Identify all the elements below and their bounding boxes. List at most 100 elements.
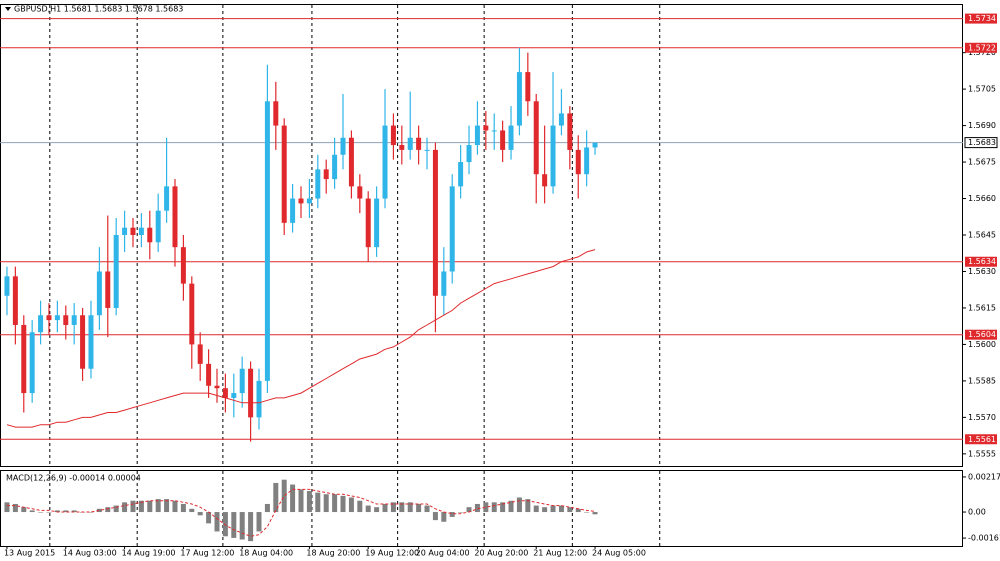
x-tick-label: 20 Aug 20:00 (474, 549, 528, 558)
macd-bar (214, 512, 220, 532)
macd-bar (164, 499, 170, 513)
candle-body (273, 101, 279, 126)
x-tick-label: 13 Aug 2015 (4, 549, 55, 558)
y-tick-label: 1.5660 (968, 194, 996, 203)
candle-body (550, 125, 556, 187)
candle-body (147, 227, 153, 243)
candle-body (155, 210, 161, 243)
y-tick-label: 1.5690 (968, 121, 996, 130)
candle-body (54, 315, 60, 321)
symbol-title: GBPUSD,H1 1.5681 1.5683 1.5678 1.5683 (14, 5, 183, 14)
candle-body (424, 149, 430, 151)
candle-body (206, 363, 212, 386)
macd-bar (357, 500, 363, 513)
candle-body (172, 186, 178, 248)
candle-body (189, 283, 195, 345)
macd-bar (96, 508, 102, 513)
candle-body (29, 332, 35, 394)
price-tag (964, 137, 998, 149)
candle-body (256, 380, 262, 418)
candle-body (71, 315, 77, 325)
candle-body (525, 72, 531, 102)
macd-bar (416, 503, 422, 513)
y-tick-label: 1.5585 (968, 376, 996, 385)
level-tag (965, 434, 997, 445)
macd-bar (332, 494, 338, 513)
x-tick-label: 20 Aug 04:00 (416, 549, 470, 558)
candle-body (290, 198, 296, 223)
macd-bar (239, 512, 245, 540)
macd-bar (441, 512, 447, 522)
macd-bar (348, 497, 354, 513)
x-tick-label: 17 Aug 12:00 (180, 549, 234, 558)
macd-bar (38, 512, 44, 513)
candle-body (122, 227, 128, 235)
candle-body (399, 145, 405, 150)
candle-body (113, 235, 119, 308)
macd-bar (508, 500, 514, 513)
y-tick-label: 1.5555 (968, 449, 996, 458)
candle-body (214, 385, 220, 389)
candle-body (466, 145, 472, 163)
level-tag (965, 42, 997, 53)
macd-bar (592, 512, 598, 515)
candle-body (382, 125, 388, 199)
macd-bar (525, 499, 531, 513)
macd-bar (138, 500, 144, 513)
macd-bar (584, 512, 590, 513)
candle-body (138, 227, 144, 235)
y-tick-label: 0.00217 (968, 472, 1000, 481)
candle-body (38, 315, 44, 333)
macd-bar (323, 494, 329, 513)
level-tag (965, 256, 997, 267)
level-label: 1.5561 (968, 435, 996, 444)
macd-bar (575, 508, 581, 513)
macd-bar (197, 512, 203, 516)
candle-body (441, 271, 447, 296)
y-tick-label: 1.5570 (968, 413, 996, 422)
macd-bar (54, 510, 60, 513)
x-tick-label: 18 Aug 04:00 (239, 549, 293, 558)
y-tick-label: 1.5600 (968, 340, 996, 349)
candle-body (239, 368, 245, 394)
macd-bar (407, 502, 413, 513)
candle-body (516, 72, 522, 126)
candle-body (298, 198, 304, 204)
macd-bar (122, 502, 128, 513)
moving-average (6, 249, 596, 428)
menu-triangle[interactable] (5, 7, 11, 11)
macd-bar (29, 510, 35, 513)
macd-bar (113, 505, 119, 513)
macd-bar (63, 510, 69, 513)
macd-bar (483, 502, 489, 513)
candle-body (315, 169, 321, 199)
candle-body (357, 186, 363, 199)
macd-bar (382, 503, 388, 513)
macd-title: MACD(12,26,9) -0.00014 0.00004 (6, 474, 141, 483)
macd-bar (550, 505, 556, 513)
candle-body (46, 315, 52, 321)
macd-bar (424, 505, 430, 513)
macd-bar (533, 505, 539, 513)
candle-body (348, 137, 354, 187)
level-label: 1.5734 (968, 14, 996, 23)
level-label: 1.5634 (968, 257, 996, 266)
macd-bar (71, 510, 77, 513)
candle-body (4, 276, 10, 296)
macd-bar (374, 507, 380, 513)
x-tick-label: 18 Aug 20:00 (306, 549, 360, 558)
candle-body (483, 125, 489, 131)
level-tag (965, 329, 997, 340)
candle-body (390, 125, 396, 146)
candle-body (449, 186, 455, 272)
macd-bar (206, 512, 212, 524)
x-tick-label: 24 Aug 05:00 (592, 549, 646, 558)
macd-bar (105, 507, 111, 513)
macd-bar (273, 482, 279, 513)
x-tick-label: 14 Aug 03:00 (63, 549, 117, 558)
candle-body (21, 324, 27, 394)
macd-bar (542, 507, 548, 513)
macd-bar (365, 505, 371, 513)
macd-bar (516, 497, 522, 513)
